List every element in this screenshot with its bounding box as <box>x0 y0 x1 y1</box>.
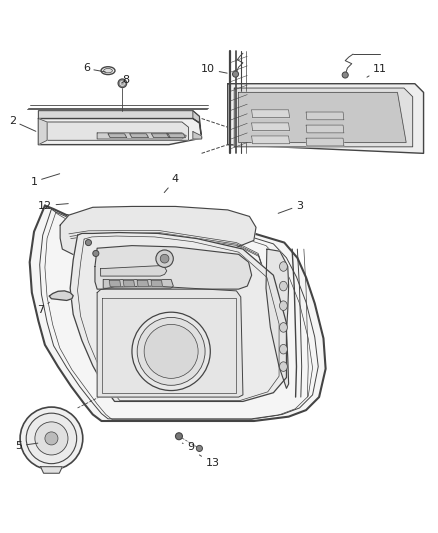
Text: 5: 5 <box>15 441 38 451</box>
Ellipse shape <box>279 322 287 332</box>
Circle shape <box>196 446 202 451</box>
Polygon shape <box>70 232 286 401</box>
Ellipse shape <box>279 362 287 372</box>
Polygon shape <box>49 291 73 301</box>
Circle shape <box>120 81 124 85</box>
Circle shape <box>118 79 127 87</box>
Circle shape <box>132 312 210 391</box>
Polygon shape <box>39 118 47 144</box>
Polygon shape <box>193 132 201 139</box>
Polygon shape <box>97 286 243 397</box>
Polygon shape <box>95 246 252 289</box>
Ellipse shape <box>104 68 113 73</box>
Circle shape <box>144 325 198 378</box>
Text: 3: 3 <box>278 200 303 213</box>
Text: 4: 4 <box>164 174 179 192</box>
Ellipse shape <box>279 281 287 291</box>
Polygon shape <box>306 112 344 120</box>
Text: 2: 2 <box>9 116 36 131</box>
Text: 10: 10 <box>201 64 227 74</box>
Circle shape <box>85 239 92 246</box>
Circle shape <box>342 72 348 78</box>
Circle shape <box>26 413 77 464</box>
Polygon shape <box>47 122 188 140</box>
Circle shape <box>93 251 99 256</box>
Text: 1: 1 <box>31 174 60 187</box>
Polygon shape <box>41 467 62 473</box>
Text: 7: 7 <box>37 302 49 315</box>
Polygon shape <box>167 134 185 138</box>
Polygon shape <box>123 280 134 287</box>
Ellipse shape <box>279 262 287 271</box>
Polygon shape <box>30 206 325 421</box>
Polygon shape <box>39 118 201 144</box>
Ellipse shape <box>101 67 115 75</box>
Polygon shape <box>193 111 201 138</box>
Polygon shape <box>110 280 120 287</box>
Circle shape <box>160 254 169 263</box>
Polygon shape <box>97 133 186 139</box>
Polygon shape <box>130 134 148 138</box>
Polygon shape <box>239 92 406 142</box>
Text: 6: 6 <box>83 63 105 74</box>
Text: 8: 8 <box>122 75 129 85</box>
Text: 9: 9 <box>182 442 194 452</box>
Circle shape <box>45 432 58 445</box>
Text: 11: 11 <box>367 64 387 77</box>
Text: 13: 13 <box>199 455 219 468</box>
Circle shape <box>20 407 83 470</box>
Polygon shape <box>306 125 344 133</box>
Polygon shape <box>252 110 290 118</box>
Circle shape <box>156 250 173 268</box>
Polygon shape <box>101 265 167 276</box>
Polygon shape <box>137 280 148 287</box>
Polygon shape <box>228 84 424 154</box>
Circle shape <box>137 318 205 385</box>
Polygon shape <box>39 111 199 123</box>
Polygon shape <box>234 88 413 147</box>
Polygon shape <box>252 136 290 144</box>
Circle shape <box>35 422 68 455</box>
Circle shape <box>176 433 183 440</box>
Polygon shape <box>266 249 289 389</box>
Polygon shape <box>60 206 256 258</box>
Polygon shape <box>108 134 127 138</box>
Ellipse shape <box>279 301 287 310</box>
Ellipse shape <box>279 344 287 354</box>
Polygon shape <box>252 123 290 131</box>
Text: 12: 12 <box>38 200 68 211</box>
Polygon shape <box>103 279 173 288</box>
Polygon shape <box>306 138 344 146</box>
Polygon shape <box>151 280 162 287</box>
Circle shape <box>233 71 239 77</box>
Polygon shape <box>152 134 170 138</box>
